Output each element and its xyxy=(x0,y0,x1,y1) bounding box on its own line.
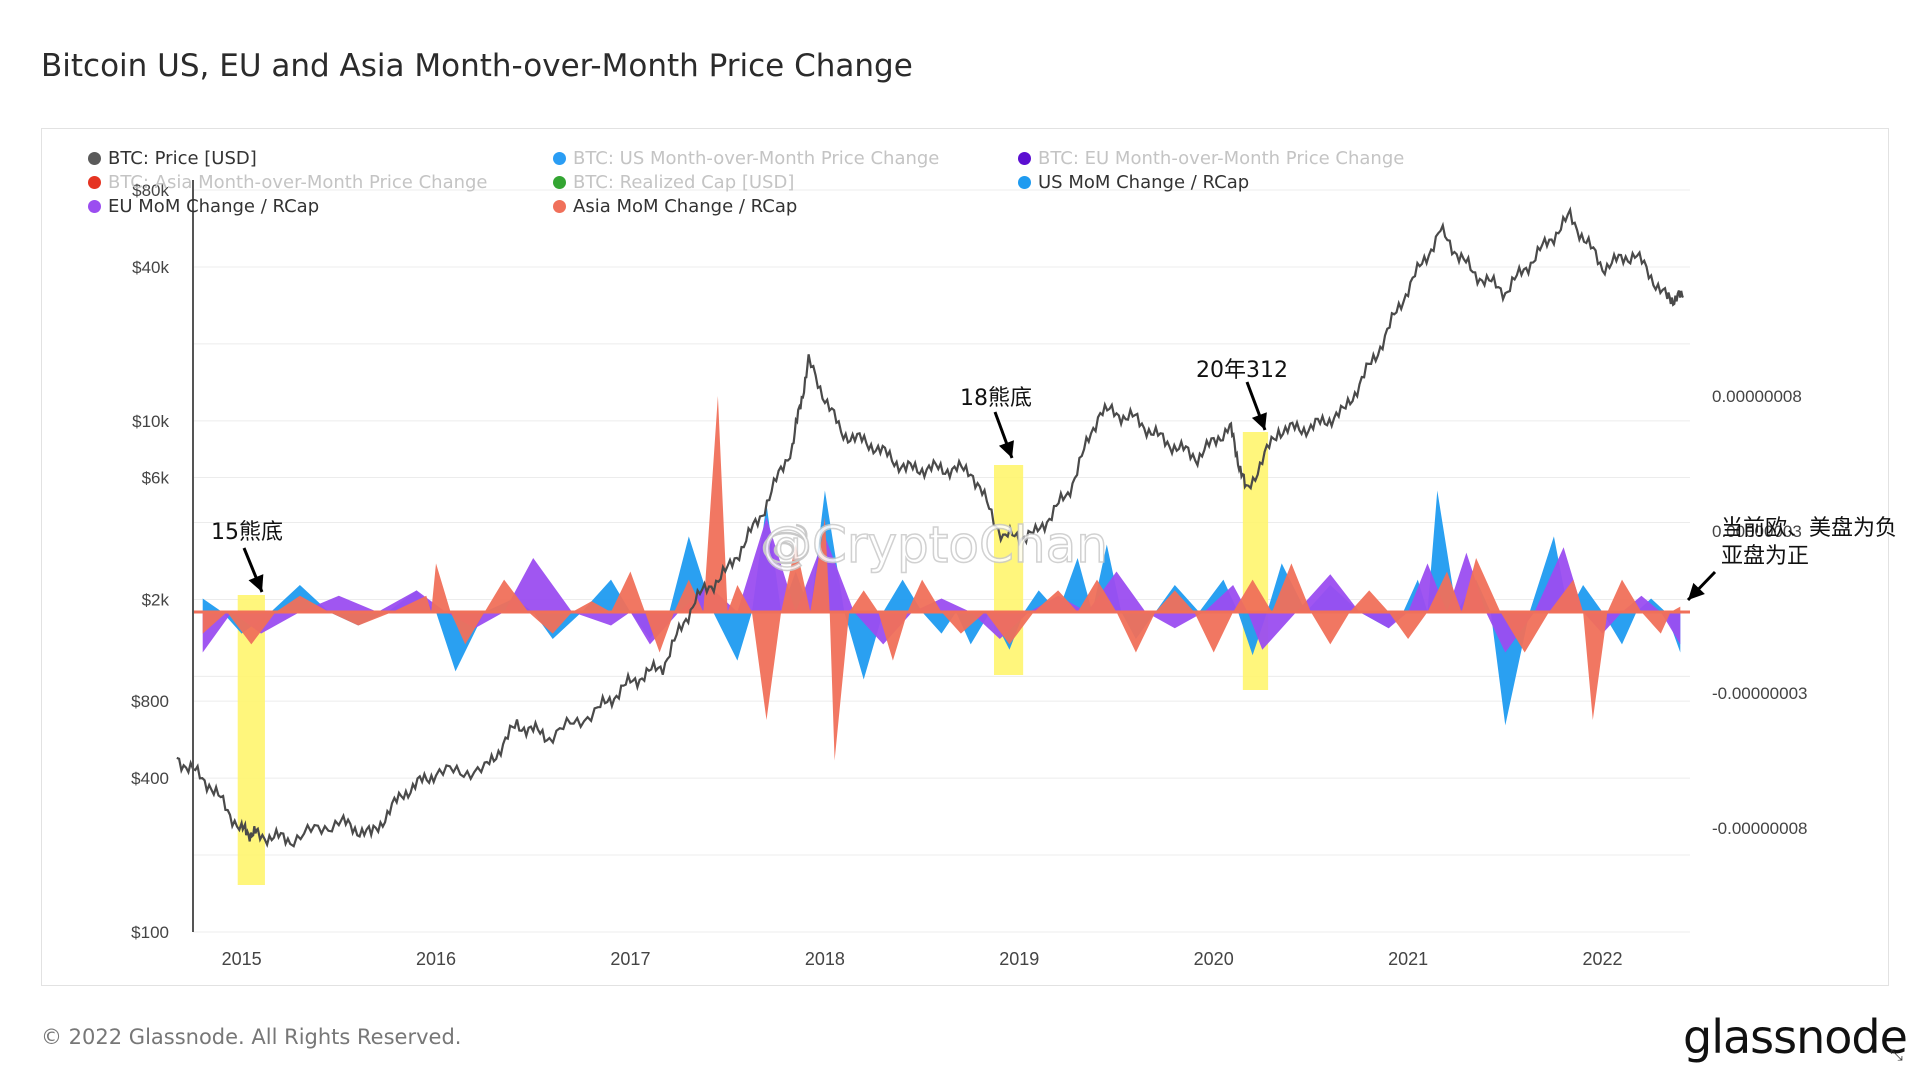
legend-item-3[interactable]: BTC: Asia Month-over-Month Price Change xyxy=(88,172,488,193)
legend-label: BTC: EU Month-over-Month Price Change xyxy=(1038,148,1405,169)
annotation-2015-bottom: 15熊底 xyxy=(211,520,283,545)
annotation-current-line1: 当前欧、美盘为负 xyxy=(1721,516,1898,541)
legend-item-0[interactable]: BTC: Price [USD] xyxy=(88,148,257,169)
legend-label: BTC: Asia Month-over-Month Price Change xyxy=(108,172,488,193)
weibo-icon xyxy=(762,523,810,565)
legend-item-1[interactable]: BTC: US Month-over-Month Price Change xyxy=(553,148,939,169)
copyright-footer: © 2022 Glassnode. All Rights Reserved. xyxy=(41,1025,462,1049)
legend-item-6[interactable]: EU MoM Change / RCap xyxy=(88,196,319,217)
annotation-2020-crash: 20年312 xyxy=(1196,358,1288,383)
annotation-arrows xyxy=(242,381,1717,602)
x-tick-2020: 2020 xyxy=(1194,949,1234,969)
left-tick-5: $10k xyxy=(132,412,169,431)
right-tick-3: -0.00000008 xyxy=(1712,819,1807,838)
mom-series xyxy=(202,396,1681,761)
arrow-2020-head xyxy=(1251,412,1267,430)
watermark-text: @CryptoChan xyxy=(761,515,1108,575)
legend-item-5[interactable]: US MoM Change / RCap xyxy=(1018,172,1249,193)
legend-item-4[interactable]: BTC: Realized Cap [USD] xyxy=(553,172,794,193)
legend-dot-icon xyxy=(1018,176,1031,189)
expand-icon[interactable]: ⤡ xyxy=(1890,1045,1903,1064)
x-tick-2015: 2015 xyxy=(222,949,262,969)
legend-item-2[interactable]: BTC: EU Month-over-Month Price Change xyxy=(1018,148,1404,169)
x-tick-2019: 2019 xyxy=(999,949,1039,969)
x-tick-2017: 2017 xyxy=(610,949,650,969)
legend-dot-icon xyxy=(88,176,101,189)
highlight-box-2 xyxy=(1242,432,1269,690)
arrow-current-head xyxy=(1688,582,1705,600)
legend-dot-icon xyxy=(553,176,566,189)
legend-item-7[interactable]: Asia MoM Change / RCap xyxy=(553,196,797,217)
right-tick-2: -0.00000003 xyxy=(1712,684,1807,703)
legend-label: BTC: US Month-over-Month Price Change xyxy=(573,148,940,169)
annotation-current-line2: 亚盘为正 xyxy=(1721,544,1810,569)
left-tick-7: $80k xyxy=(132,181,169,200)
legend-label: US MoM Change / RCap xyxy=(1038,172,1250,193)
legend-dot-icon xyxy=(88,152,101,165)
legend-dot-icon xyxy=(1018,152,1031,165)
left-tick-3: $2k xyxy=(142,590,170,609)
right-tick-0: 0.00000008 xyxy=(1712,387,1802,406)
price-line xyxy=(176,206,1684,848)
left-tick-1: $400 xyxy=(131,769,169,788)
arrow-2015-head xyxy=(248,574,264,592)
legend-dot-icon xyxy=(553,152,566,165)
legend-dot-icon xyxy=(553,200,566,213)
left-tick-6: $40k xyxy=(132,258,169,277)
legend-dot-icon xyxy=(88,200,101,213)
left-tick-0: $100 xyxy=(131,923,169,942)
chart-frame xyxy=(41,128,1889,986)
price-series xyxy=(176,206,1684,848)
x-tick-2016: 2016 xyxy=(416,949,456,969)
glassnode-logo: glassnode xyxy=(1683,1010,1908,1064)
axes: $100 $400 $800 $2k $6k $10k $40k $80k 0.00000008… xyxy=(131,180,1807,969)
right-tick-1: 0.00000003 xyxy=(1712,522,1802,541)
highlight-boxes xyxy=(237,432,1269,885)
annotation-2018-bottom: 18熊底 xyxy=(960,386,1032,411)
left-tick-2: $800 xyxy=(131,692,169,711)
left-tick-4: $6k xyxy=(142,469,170,488)
legend-label: EU MoM Change / RCap xyxy=(108,196,320,217)
legend-label: BTC: Realized Cap [USD] xyxy=(573,172,795,193)
x-tick-2021: 2021 xyxy=(1388,949,1428,969)
legend-label: BTC: Price [USD] xyxy=(108,148,257,169)
legend-label: Asia MoM Change / RCap xyxy=(573,196,798,217)
x-tick-2022: 2022 xyxy=(1582,949,1622,969)
x-tick-2018: 2018 xyxy=(805,949,845,969)
arrow-2018-head xyxy=(998,440,1014,458)
page-title: Bitcoin US, EU and Asia Month-over-Month… xyxy=(41,48,913,84)
